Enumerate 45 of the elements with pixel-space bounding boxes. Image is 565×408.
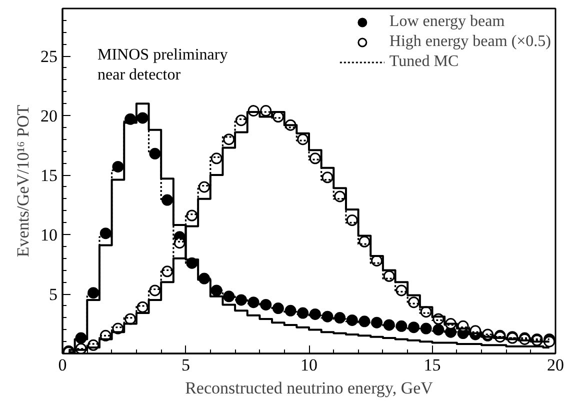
point bbox=[371, 316, 383, 328]
legend-label: Tuned MC bbox=[389, 53, 459, 71]
point bbox=[396, 320, 408, 332]
y-axis-title: Events/GeV/10¹⁶ POT bbox=[14, 104, 32, 258]
point bbox=[149, 148, 161, 160]
point bbox=[408, 322, 420, 334]
point bbox=[334, 190, 346, 202]
point bbox=[309, 152, 321, 164]
legend-label: High energy beam (×0.5) bbox=[389, 33, 551, 51]
point bbox=[420, 322, 432, 334]
point bbox=[198, 181, 210, 193]
point bbox=[322, 310, 334, 322]
point bbox=[432, 324, 444, 336]
point bbox=[260, 298, 272, 310]
point bbox=[297, 307, 309, 319]
point bbox=[383, 319, 395, 331]
point bbox=[112, 160, 124, 172]
point bbox=[358, 236, 370, 248]
x-tick-label: 20 bbox=[547, 356, 564, 374]
point bbox=[383, 270, 395, 282]
y-tick-label: 5 bbox=[49, 285, 58, 304]
y-tick-label: 25 bbox=[40, 47, 58, 66]
point bbox=[136, 112, 148, 124]
point bbox=[210, 152, 222, 164]
point bbox=[309, 308, 321, 320]
point bbox=[322, 172, 334, 184]
point bbox=[100, 228, 112, 240]
annotation: MINOS preliminary bbox=[98, 46, 228, 64]
legend-label: Low energy beam bbox=[389, 13, 505, 31]
y-tick-label: 10 bbox=[40, 226, 58, 245]
x-tick-label: 15 bbox=[424, 356, 441, 374]
point bbox=[334, 312, 346, 324]
y-tick-label: 20 bbox=[40, 106, 58, 126]
x-tick-label: 5 bbox=[182, 356, 190, 374]
x-tick-label: 10 bbox=[300, 356, 318, 374]
point bbox=[223, 290, 235, 302]
point bbox=[358, 316, 370, 328]
x-axis-title: Reconstructed neutrino energy, GeV bbox=[185, 378, 434, 398]
point bbox=[248, 296, 260, 308]
y-tick-label: 15 bbox=[40, 166, 58, 186]
annotation: near detector bbox=[98, 66, 182, 84]
point bbox=[346, 214, 358, 226]
point bbox=[346, 314, 358, 326]
x-tick-label: 0 bbox=[58, 356, 67, 374]
point bbox=[284, 304, 296, 316]
